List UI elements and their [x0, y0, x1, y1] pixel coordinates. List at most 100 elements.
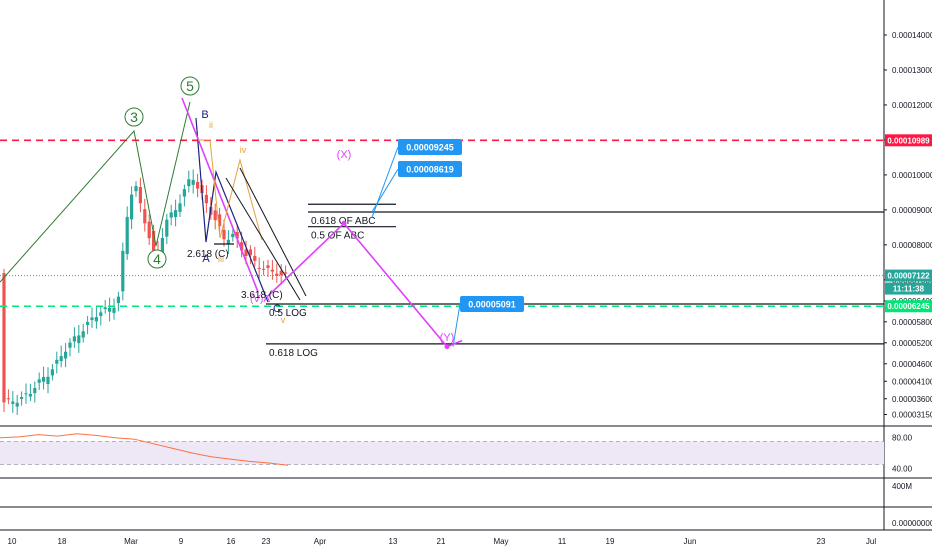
- candle-body: [99, 312, 103, 316]
- candle-body: [46, 376, 50, 384]
- candle-body: [213, 210, 217, 221]
- price-callout[interactable]: [460, 296, 524, 312]
- candle-body: [218, 214, 222, 226]
- current-price-badge[interactable]: [885, 269, 932, 282]
- candle-body: [196, 181, 200, 189]
- candle-body: [64, 351, 68, 359]
- projection-node[interactable]: [341, 220, 347, 226]
- price-callout-label: 0.00009245: [406, 143, 454, 153]
- candle-body: [266, 265, 270, 268]
- candle-body: [226, 239, 230, 245]
- date-tick-label: Mar: [124, 537, 138, 546]
- candle-body: [33, 387, 37, 394]
- channel-lower-line[interactable]: [225, 177, 301, 301]
- candle-body: [2, 273, 6, 403]
- sub-wave-label: iv: [240, 145, 247, 155]
- date-tick-label: 16: [227, 537, 236, 546]
- candle-body: [279, 270, 283, 276]
- price-tick-label: 0.00014000: [892, 31, 932, 40]
- sub-wave-label: iii: [218, 254, 224, 264]
- red-level-badge-label: 0.00010989: [887, 136, 930, 145]
- fib-extension-label: 2.618 (C): [187, 249, 229, 260]
- candle-body: [262, 268, 266, 270]
- price-callout-label: 0.00008619: [406, 165, 454, 175]
- candle-body: [169, 212, 173, 218]
- callout-pointer: [371, 146, 399, 218]
- date-tick-label: 19: [606, 537, 615, 546]
- candle-body: [11, 401, 15, 404]
- candle-body: [125, 216, 129, 255]
- countdown-badge-label: 11:11:38: [893, 285, 925, 294]
- fib-level-label: 0.5 OF ABC: [311, 231, 364, 242]
- callout-pointer: [452, 303, 461, 347]
- candle-body: [121, 250, 125, 292]
- date-tick-label: 9: [179, 537, 184, 546]
- fib-level-label: 0.5 LOG: [269, 308, 307, 319]
- abc-wave-line[interactable]: [195, 117, 269, 303]
- candle-body: [20, 397, 24, 399]
- abc-wave-label: C: [273, 303, 281, 315]
- candle-body: [90, 317, 94, 321]
- red-level-badge[interactable]: [885, 134, 932, 147]
- price-tick-label: 0.00012000: [892, 101, 932, 110]
- candle-body: [222, 229, 226, 240]
- volume-tick-label: 0.00000000: [892, 519, 932, 528]
- candle-body: [152, 231, 156, 251]
- wave-circle: [124, 107, 144, 127]
- candle-body: [72, 336, 76, 342]
- candle-body: [240, 242, 244, 251]
- candle-body: [108, 307, 112, 312]
- green-level-badge[interactable]: [885, 300, 932, 313]
- candle-body: [165, 219, 169, 237]
- candle-body: [55, 359, 59, 364]
- price-tick-label: 0.00005800: [892, 318, 932, 327]
- date-tick-label: Jul: [866, 537, 876, 546]
- candle-body: [138, 187, 142, 204]
- candle-body: [6, 398, 10, 400]
- candle-body: [182, 189, 186, 197]
- callout-pointer: [371, 168, 399, 213]
- wave-number-label: 4: [153, 251, 161, 267]
- candle-body: [116, 296, 120, 304]
- price-tick-label: 0.00003150: [892, 411, 932, 420]
- candle-body: [24, 393, 28, 395]
- date-tick-label: Apr: [314, 537, 327, 546]
- candle-body: [178, 203, 182, 212]
- rsi-line[interactable]: [0, 433, 289, 466]
- sub-wave-line: [198, 139, 263, 241]
- candle-body: [81, 331, 85, 338]
- candle-body: [15, 402, 19, 407]
- impulse-wave-line[interactable]: [0, 101, 191, 283]
- projection-node[interactable]: [444, 344, 450, 350]
- wave-number-label: 3: [130, 109, 138, 125]
- fib-level-label: 0.618 LOG: [269, 348, 318, 359]
- price-callout-label: 0.00005091: [468, 300, 516, 310]
- price-callout[interactable]: [398, 139, 462, 155]
- abc-wave-label: B: [201, 109, 208, 121]
- magenta-wave-line[interactable]: [181, 97, 259, 293]
- candle-body: [253, 255, 257, 261]
- date-tick-label: 10: [8, 537, 17, 546]
- price-callout[interactable]: [398, 161, 462, 177]
- price-tick-label: 0.00010000: [892, 171, 932, 180]
- candle-body: [68, 342, 72, 348]
- candle-body: [257, 267, 261, 269]
- sub-wave-label: v: [281, 315, 286, 325]
- countdown-badge[interactable]: [885, 282, 932, 295]
- channel-upper-line[interactable]: [239, 167, 307, 297]
- price-tick-label: 0.00005200: [892, 339, 932, 348]
- candle-body: [248, 249, 252, 256]
- candle-body: [275, 273, 279, 276]
- rsi-tick-label: 40.00: [892, 464, 913, 473]
- date-tick-label: 21: [437, 537, 446, 546]
- price-tick-label: 0.00003600: [892, 395, 932, 404]
- candle-body: [28, 393, 32, 397]
- wave-circle: [147, 249, 167, 269]
- projection-path[interactable]: [267, 222, 463, 348]
- candle-body: [130, 194, 134, 220]
- green-level-badge-label: 0.00006245: [887, 302, 930, 311]
- abc-wave-label: A: [202, 253, 210, 265]
- candle-body: [103, 307, 107, 310]
- candle-body: [94, 317, 98, 322]
